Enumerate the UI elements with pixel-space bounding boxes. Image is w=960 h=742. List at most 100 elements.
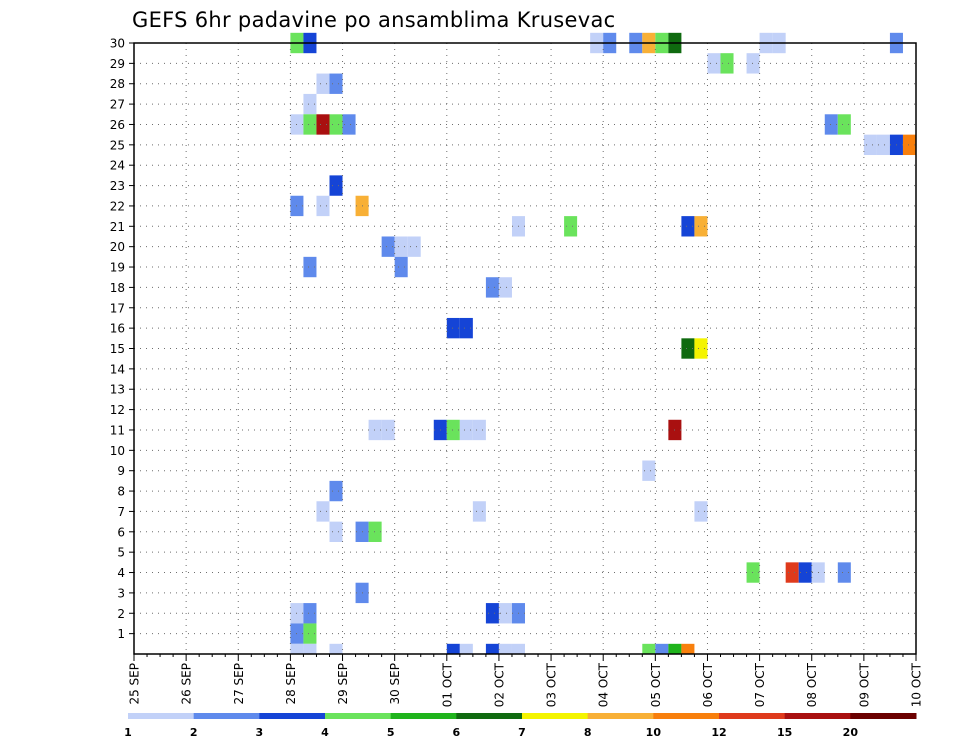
x-tick-label: 30 SEP <box>388 663 402 705</box>
heatmap-cell <box>694 216 708 237</box>
heatmap-cell <box>446 643 460 654</box>
heatmap-cell <box>837 114 851 135</box>
y-tick-label: 16 <box>110 322 125 336</box>
x-tick-label: 27 SEP <box>232 663 246 705</box>
heatmap-cell <box>459 317 473 339</box>
heatmap-cell <box>329 643 343 654</box>
heatmap-cell <box>668 643 682 654</box>
heatmap-cell <box>316 114 330 135</box>
y-tick-label: 23 <box>110 179 125 193</box>
legend-swatch <box>784 713 851 719</box>
heatmap-cell <box>681 338 695 359</box>
legend-swatch <box>193 713 260 719</box>
heatmap-cell <box>303 256 317 278</box>
legend-label: 10 <box>646 726 662 739</box>
x-tick-label: 02 OCT <box>492 662 506 707</box>
y-tick-label: 3 <box>117 586 125 600</box>
heatmap-cell <box>837 562 851 583</box>
heatmap-cell <box>902 134 916 156</box>
legend-swatch <box>325 713 392 719</box>
x-tick-label: 04 OCT <box>597 662 611 707</box>
heatmap-cell <box>303 114 317 135</box>
heatmap-cell <box>798 562 812 583</box>
x-tick-label: 28 SEP <box>284 663 298 705</box>
y-tick-label: 27 <box>110 98 125 112</box>
heatmap-cell <box>303 93 317 115</box>
legend-swatch <box>850 713 917 719</box>
y-tick-label: 22 <box>110 199 125 213</box>
legend-label: 15 <box>777 726 792 739</box>
heatmap-cell <box>720 53 734 74</box>
legend-label: 12 <box>711 726 726 739</box>
heatmap-cell <box>472 419 486 441</box>
heatmap-cell <box>316 501 330 522</box>
legend-swatch <box>587 713 654 719</box>
y-axis: 1234567891011121314151617181920212223242… <box>110 37 134 641</box>
heatmap-cell <box>303 623 317 644</box>
x-tick-label: 03 OCT <box>545 662 559 707</box>
heatmap-cell <box>707 53 721 74</box>
heatmap-cell <box>485 643 499 654</box>
y-tick-label: 1 <box>117 627 125 641</box>
heatmap-cell <box>394 256 408 278</box>
y-tick-label: 14 <box>110 362 125 376</box>
y-tick-label: 17 <box>110 301 125 315</box>
heatmap-cell <box>368 419 382 441</box>
y-tick-label: 9 <box>117 464 125 478</box>
y-tick-label: 15 <box>110 342 125 356</box>
heatmap-cell <box>472 501 486 522</box>
heatmap-cell <box>329 175 343 196</box>
legend-swatch <box>653 713 720 719</box>
heatmap-cell <box>407 236 421 257</box>
legend-label: 3 <box>256 726 264 739</box>
legend-label: 20 <box>843 726 859 739</box>
heatmap-cell <box>498 603 512 624</box>
heatmap-cell <box>485 277 499 298</box>
heatmap-cell <box>290 643 304 654</box>
heatmap-cell <box>746 562 760 583</box>
x-tick-label: 10 OCT <box>910 662 924 707</box>
x-tick-label: 25 SEP <box>128 663 142 705</box>
color-legend: 1 2 3 4 5 6 7 8 10 12 15 20 <box>124 713 917 739</box>
heatmap-cell <box>316 195 330 217</box>
y-tick-label: 4 <box>117 566 125 580</box>
legend-label: 7 <box>518 726 526 739</box>
y-tick-label: 7 <box>117 505 125 519</box>
y-tick-label: 6 <box>117 525 125 539</box>
heatmap-cell <box>446 317 460 339</box>
heatmap-cell <box>694 338 708 359</box>
y-tick-label: 5 <box>117 546 125 560</box>
heatmap-cell <box>329 480 343 502</box>
heatmap-cell <box>876 134 890 156</box>
heatmap-cell <box>342 114 356 135</box>
x-tick-label: 06 OCT <box>701 662 715 707</box>
y-tick-label: 11 <box>110 423 125 437</box>
y-tick-label: 21 <box>110 220 125 234</box>
legend-swatch <box>259 713 326 719</box>
heatmap-cell <box>368 521 382 542</box>
heatmap-cell <box>498 277 512 298</box>
legend-label: 6 <box>453 726 461 739</box>
heatmap-cell <box>485 603 499 624</box>
y-tick-label: 24 <box>110 159 125 173</box>
x-axis: 25 SEP 26 SEP 27 SEP 28 SEP 29 SEP 30 SEP 01 O… <box>128 654 924 707</box>
legend-swatch <box>456 713 523 719</box>
y-tick-label: 26 <box>110 118 125 132</box>
y-tick-label: 25 <box>110 138 125 152</box>
heatmap-cell <box>824 114 838 135</box>
legend-label: 5 <box>387 726 395 739</box>
y-tick-label: 12 <box>110 403 125 417</box>
y-tick-label: 19 <box>110 261 125 275</box>
heatmap-cell <box>655 643 669 654</box>
y-tick-label: 18 <box>110 281 125 295</box>
y-tick-label: 2 <box>117 607 125 621</box>
x-tick-label: 07 OCT <box>753 662 767 707</box>
x-tick-label: 08 OCT <box>805 662 819 707</box>
legend-swatch <box>128 713 195 719</box>
heatmap-cell <box>459 643 473 654</box>
heatmap-cell <box>459 419 473 441</box>
legend-label: 1 <box>124 726 132 739</box>
heatmap-cell <box>642 460 656 481</box>
legend-label: 4 <box>321 726 329 739</box>
